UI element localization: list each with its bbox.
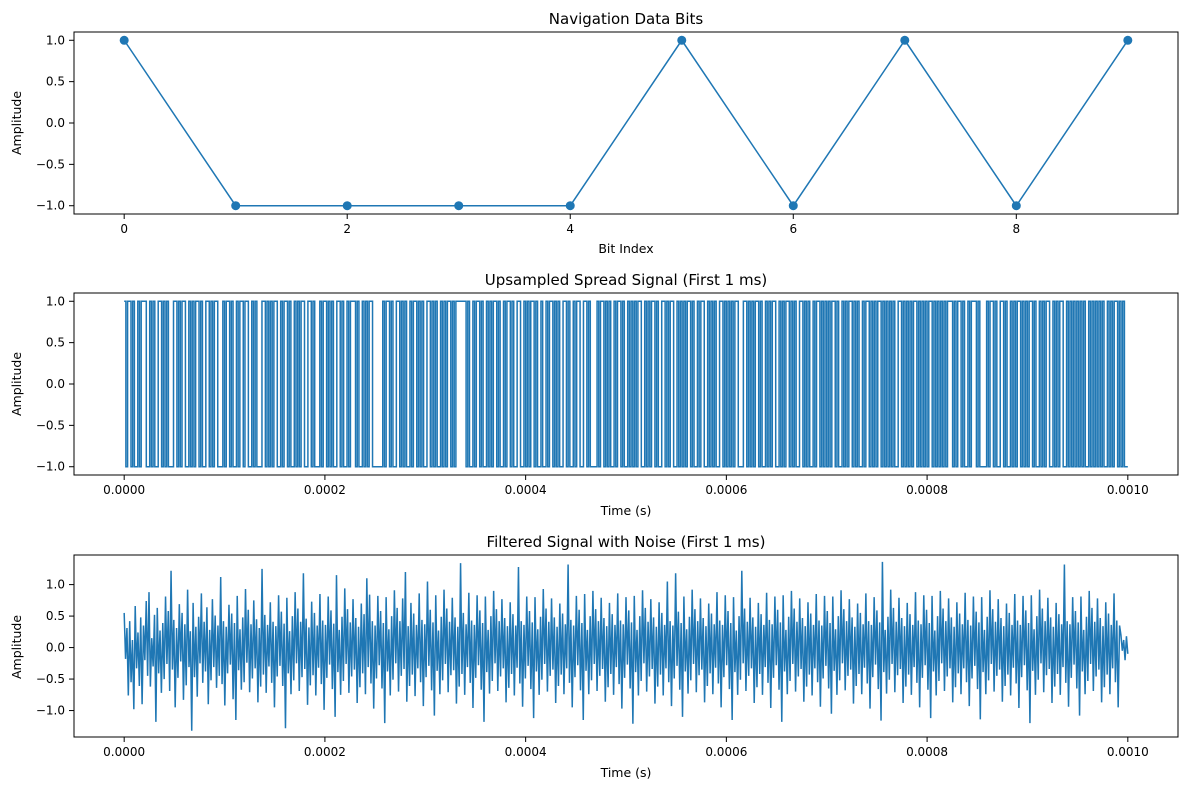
y-ticks: 1.0 0.5 0.0 −0.5 −1.0 [36,578,74,718]
x-tick-label: 0.0002 [304,483,346,497]
panel-navigation-bits: Navigation Data Bits Bit Index Amplitude… [9,10,1179,256]
x-ticks: 0.0000 0.0002 0.0004 0.0006 0.0008 0.0010 [103,475,1149,497]
axes-frame [73,31,1179,215]
panel-filtered-signal: Filtered Signal with Noise (First 1 ms) … [9,533,1179,780]
y-tick-label: −0.5 [36,418,65,432]
plot-area [124,300,1128,468]
y-ticks: 1.0 0.5 0.0 −0.5 −1.0 [36,33,74,213]
plot-area [123,561,1129,731]
y-tick-label: 1.0 [46,294,65,308]
x-tick-label: 0.0006 [705,745,747,759]
series-line [124,300,1128,468]
x-axis-label: Bit Index [598,241,653,256]
data-point [342,201,352,211]
data-point [788,201,798,211]
y-tick-label: −0.5 [36,157,65,171]
x-tick-label: 0.0008 [906,483,948,497]
chart-title: Navigation Data Bits [549,10,704,28]
axes-frame [73,554,1179,738]
data-point [231,201,241,211]
x-tick-label: 0 [120,222,128,236]
y-tick-label: −1.0 [36,199,65,213]
y-tick-label: 0.5 [46,336,65,350]
y-tick-label: −0.5 [36,672,65,686]
y-tick-label: 0.5 [46,75,65,89]
chart-title: Filtered Signal with Noise (First 1 ms) [487,533,766,551]
panel-spread-signal: Upsampled Spread Signal (First 1 ms) Tim… [9,271,1179,518]
x-tick-label: 0.0010 [1107,483,1149,497]
series-line [123,38,1129,208]
x-tick-label: 0.0002 [304,745,346,759]
chart-title: Upsampled Spread Signal (First 1 ms) [485,271,768,289]
data-point [565,201,575,211]
x-tick-label: 0.0008 [906,745,948,759]
y-axis-label: Amplitude [9,352,24,416]
x-tick-label: 6 [789,222,797,236]
x-tick-label: 0.0006 [705,483,747,497]
data-point [677,35,687,45]
x-ticks: 0 2 4 6 8 [120,214,1020,236]
x-tick-label: 0.0004 [505,483,547,497]
x-axis-label: Time (s) [600,503,652,518]
x-ticks: 0.0000 0.0002 0.0004 0.0006 0.0008 0.0010 [103,737,1149,759]
data-point [119,35,129,45]
y-axis-label: Amplitude [9,615,24,679]
y-tick-label: 0.0 [46,377,65,391]
data-point [900,35,910,45]
y-tick-label: 1.0 [46,578,65,592]
data-point [454,201,464,211]
y-tick-label: 1.0 [46,33,65,47]
data-point [1011,201,1021,211]
y-ticks: 1.0 0.5 0.0 −0.5 −1.0 [36,294,74,474]
plot-area [119,35,1133,211]
x-tick-label: 4 [566,222,574,236]
x-axis-label: Time (s) [600,765,652,780]
x-tick-label: 8 [1012,222,1020,236]
y-axis-label: Amplitude [9,91,24,155]
x-tick-label: 0.0004 [505,745,547,759]
x-tick-label: 0.0000 [103,483,145,497]
y-tick-label: 0.5 [46,609,65,623]
x-tick-label: 0.0000 [103,745,145,759]
y-tick-label: 0.0 [46,641,65,655]
x-tick-label: 0.0010 [1107,745,1149,759]
x-tick-label: 2 [343,222,351,236]
axes-frame [73,292,1179,476]
series-line [123,561,1129,731]
y-tick-label: 0.0 [46,116,65,130]
y-tick-label: −1.0 [36,704,65,718]
data-point [1123,35,1133,45]
y-tick-label: −1.0 [36,460,65,474]
